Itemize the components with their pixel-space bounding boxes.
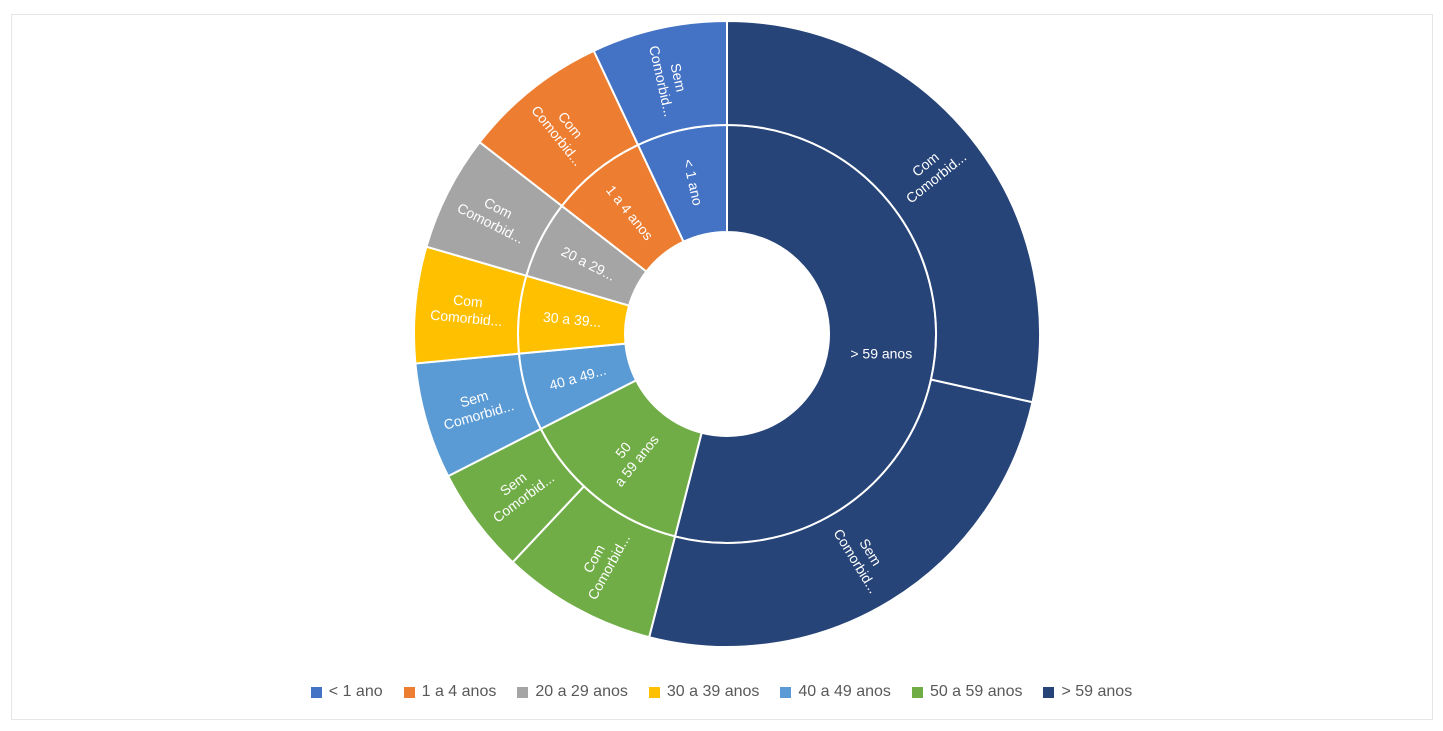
legend-item-40-a-49-anos: 40 a 49 anos bbox=[780, 683, 891, 701]
legend-label: > 59 anos bbox=[1061, 683, 1133, 700]
legend-label: 20 a 29 anos bbox=[535, 683, 628, 700]
inner-label-59-anos-line: > 59 anos bbox=[850, 345, 912, 361]
outer-label-30-a-39-anos-com-comorbid-line: Com bbox=[452, 292, 483, 311]
legend-swatch bbox=[1043, 686, 1055, 698]
legend-item-30-a-39-anos: 30 a 39 anos bbox=[648, 683, 760, 701]
outer-label-30-a-39-anos-com-comorbid: ComComorbid... bbox=[430, 290, 505, 330]
outer-label-1-ano-sem-comorbid-line: Sem bbox=[667, 62, 689, 94]
outer-segment-1-ano-sem-comorbid bbox=[592, 19, 728, 147]
outer-ring bbox=[413, 19, 1041, 648]
inner-label-30-a-39-anos: 30 a 39... bbox=[542, 309, 602, 330]
legend-label: 30 a 39 anos bbox=[666, 683, 760, 700]
legend-item-59-anos: > 59 anos bbox=[1043, 683, 1132, 701]
chart-legend: < 1 ano 1 a 4 anos 20 a 29 anos 30 a 39 ano… bbox=[0, 680, 1443, 704]
legend-label: < 1 ano bbox=[328, 683, 383, 700]
outer-segment-59-anos-com-comorbid bbox=[726, 19, 1041, 404]
legend-swatch bbox=[648, 686, 660, 698]
legend-label: 1 a 4 anos bbox=[421, 683, 497, 700]
inner-label-30-a-39-anos-line: 30 a 39... bbox=[542, 309, 602, 330]
legend-swatch bbox=[517, 686, 529, 698]
legend-label: 50 a 59 anos bbox=[929, 683, 1023, 700]
legend-item-20-a-29-anos: 20 a 29 anos bbox=[517, 683, 628, 701]
legend-item-50-a-59-anos: 50 a 59 anos bbox=[911, 683, 1023, 701]
outer-label-30-a-39-anos-com-comorbid-line: Comorbid... bbox=[430, 307, 504, 330]
legend-item-1-ano: < 1 ano bbox=[310, 683, 383, 701]
outer-label-40-a-49-anos-sem-comorbid-line: Sem bbox=[458, 387, 490, 410]
inner-label-59-anos: > 59 anos bbox=[850, 345, 912, 361]
inner-ring bbox=[517, 123, 937, 544]
legend-swatch bbox=[911, 686, 923, 698]
legend-swatch bbox=[403, 686, 415, 698]
legend-label: 40 a 49 anos bbox=[798, 683, 891, 700]
legend-item-1-a-4-anos: 1 a 4 anos bbox=[403, 683, 497, 701]
legend-swatch bbox=[780, 686, 792, 698]
legend-swatch bbox=[310, 686, 322, 698]
outer-segment-59-anos-sem-comorbid bbox=[647, 378, 1034, 648]
